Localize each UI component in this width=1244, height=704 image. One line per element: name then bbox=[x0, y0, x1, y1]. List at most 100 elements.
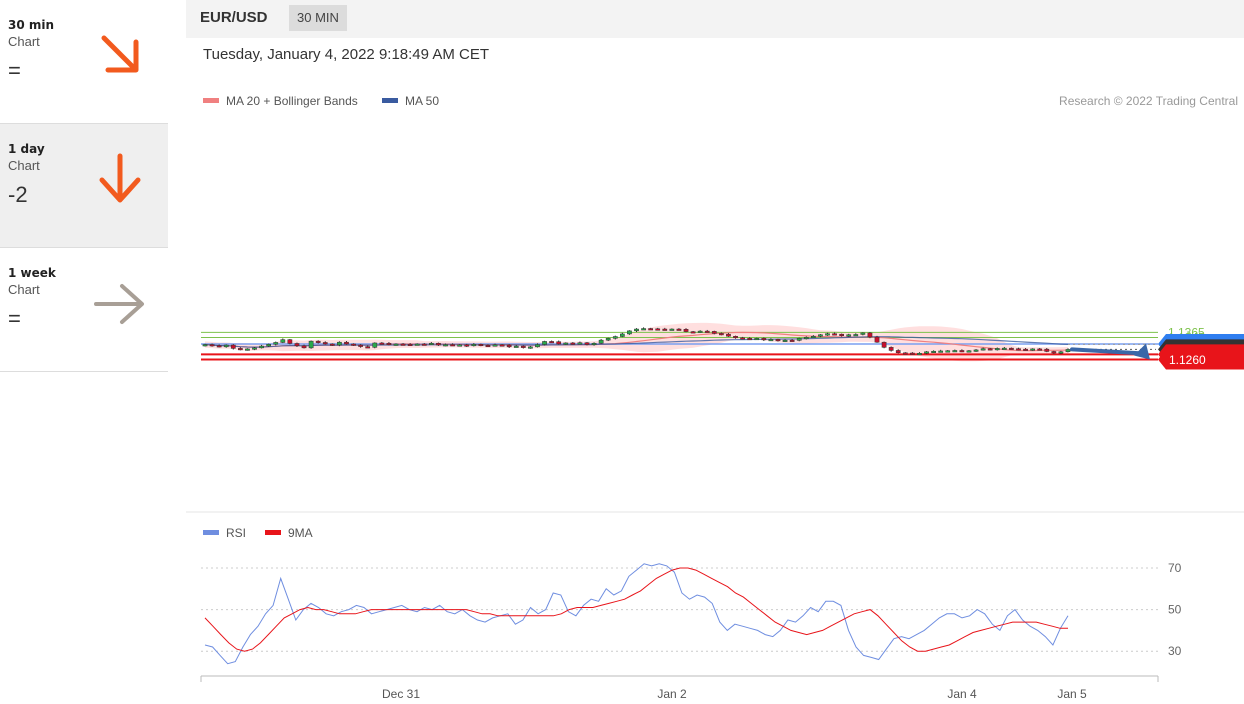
candle-body bbox=[471, 344, 477, 347]
candle-body bbox=[577, 342, 583, 345]
candle-body bbox=[358, 344, 363, 347]
timeframe-subtitle: Chart bbox=[8, 282, 40, 297]
candle-body bbox=[386, 342, 392, 346]
candle-body bbox=[216, 345, 222, 348]
candle-body bbox=[245, 348, 250, 351]
candle-body bbox=[924, 351, 929, 354]
candle-body bbox=[987, 348, 993, 351]
candle-body bbox=[436, 342, 441, 346]
candle-body bbox=[761, 338, 767, 341]
candle-body bbox=[287, 339, 293, 344]
currency-pair: EUR/USD bbox=[200, 9, 268, 26]
candle-body bbox=[273, 342, 279, 345]
candle-body bbox=[443, 344, 448, 347]
moving-averages bbox=[204, 331, 1156, 352]
candle-body bbox=[492, 344, 498, 347]
candle-body bbox=[252, 347, 257, 350]
rsi-panel: 70 50 30 bbox=[201, 561, 1182, 665]
candle-body bbox=[1009, 347, 1014, 350]
candle-body bbox=[726, 333, 731, 337]
timeframe-value: = bbox=[8, 306, 21, 331]
candle-body bbox=[895, 350, 901, 354]
candle-body bbox=[980, 348, 986, 351]
ma20-legend-swatch bbox=[203, 98, 219, 103]
timeframe-badge[interactable]: 30 MIN bbox=[289, 5, 347, 31]
timeframe-title: 30 min bbox=[8, 18, 55, 32]
candle-body bbox=[414, 343, 420, 346]
candle-body bbox=[917, 353, 922, 356]
rsi-tick-label: 70 bbox=[1168, 561, 1182, 575]
chart-header: EUR/USD 30 MIN bbox=[186, 0, 1244, 38]
timeframe-title: 1 day bbox=[8, 142, 45, 156]
candle-body bbox=[641, 328, 646, 331]
price-legend: MA 20 + Bollinger Bands MA 50 bbox=[203, 94, 439, 108]
candle-body bbox=[747, 338, 753, 341]
candle-body bbox=[1065, 349, 1071, 352]
rsi-legend-swatch bbox=[203, 530, 219, 535]
candle-body bbox=[563, 342, 569, 345]
level-tag bbox=[1158, 344, 1244, 365]
ma9-legend-label: 9MA bbox=[288, 526, 313, 540]
chart-datetime: Tuesday, January 4, 2022 9:18:49 AM CET bbox=[203, 46, 489, 63]
candle-body bbox=[294, 343, 300, 347]
candle-body bbox=[351, 343, 356, 346]
forecast-arrow-shaft bbox=[1070, 347, 1146, 356]
candle-body bbox=[1001, 347, 1007, 350]
timeframe-card-1day[interactable]: 1 day Chart -2 bbox=[0, 124, 168, 248]
candle-body bbox=[619, 333, 625, 337]
timeframe-subtitle: Chart bbox=[8, 158, 40, 173]
timeframe-card-30min[interactable]: 30 min Chart = bbox=[0, 0, 168, 124]
candle-body bbox=[457, 344, 463, 347]
candle-body bbox=[704, 330, 710, 333]
candle-body bbox=[591, 342, 597, 345]
bollinger-band bbox=[205, 322, 1068, 362]
candle-body bbox=[280, 339, 286, 343]
level-tag-label: 1.1260 bbox=[1169, 353, 1206, 367]
candle-body bbox=[421, 343, 427, 346]
candle-body bbox=[429, 342, 434, 345]
candle-body bbox=[209, 344, 215, 347]
candle-body bbox=[959, 350, 965, 353]
level-lines bbox=[201, 331, 1158, 361]
candle-body bbox=[464, 344, 470, 347]
rsi-line bbox=[204, 563, 1069, 665]
candle-body bbox=[238, 348, 243, 351]
candle-body bbox=[259, 345, 264, 349]
candle-body bbox=[393, 343, 399, 346]
candle-body bbox=[853, 334, 859, 337]
candle-body bbox=[740, 337, 745, 340]
candle-body bbox=[513, 345, 519, 348]
candle-body bbox=[846, 334, 852, 337]
candle-body bbox=[789, 339, 795, 342]
candle-body bbox=[223, 344, 229, 348]
candle-body bbox=[952, 350, 958, 353]
timeframe-card-1week[interactable]: 1 week Chart = bbox=[0, 248, 168, 372]
candle-body bbox=[400, 343, 406, 346]
candle-body bbox=[542, 341, 547, 345]
timeframe-value: -2 bbox=[8, 182, 28, 207]
candle-body bbox=[407, 344, 413, 347]
candle-body bbox=[506, 344, 512, 348]
candle-body bbox=[655, 328, 661, 331]
rsi-ma9-line bbox=[204, 567, 1068, 652]
candle-body bbox=[485, 345, 491, 348]
candle-body bbox=[945, 350, 951, 353]
candle-body bbox=[605, 338, 611, 341]
candle-body bbox=[796, 338, 802, 341]
candle-body bbox=[782, 339, 788, 342]
candle-body bbox=[676, 328, 682, 331]
bollinger-band-area bbox=[205, 322, 1068, 362]
candle-body bbox=[973, 349, 979, 352]
rsi-legend-label: RSI bbox=[226, 526, 246, 540]
ma50-legend-swatch bbox=[382, 98, 398, 103]
ma50-legend-label: MA 50 bbox=[405, 94, 439, 108]
candle-body bbox=[832, 333, 837, 336]
candle-body bbox=[690, 331, 696, 334]
candlesticks bbox=[202, 327, 1071, 356]
candle-body bbox=[839, 333, 844, 336]
candle-body bbox=[1023, 348, 1028, 351]
level-tag-label: 1.1320 bbox=[1169, 338, 1206, 352]
level-tag-label: 1.1299 bbox=[1169, 343, 1206, 357]
